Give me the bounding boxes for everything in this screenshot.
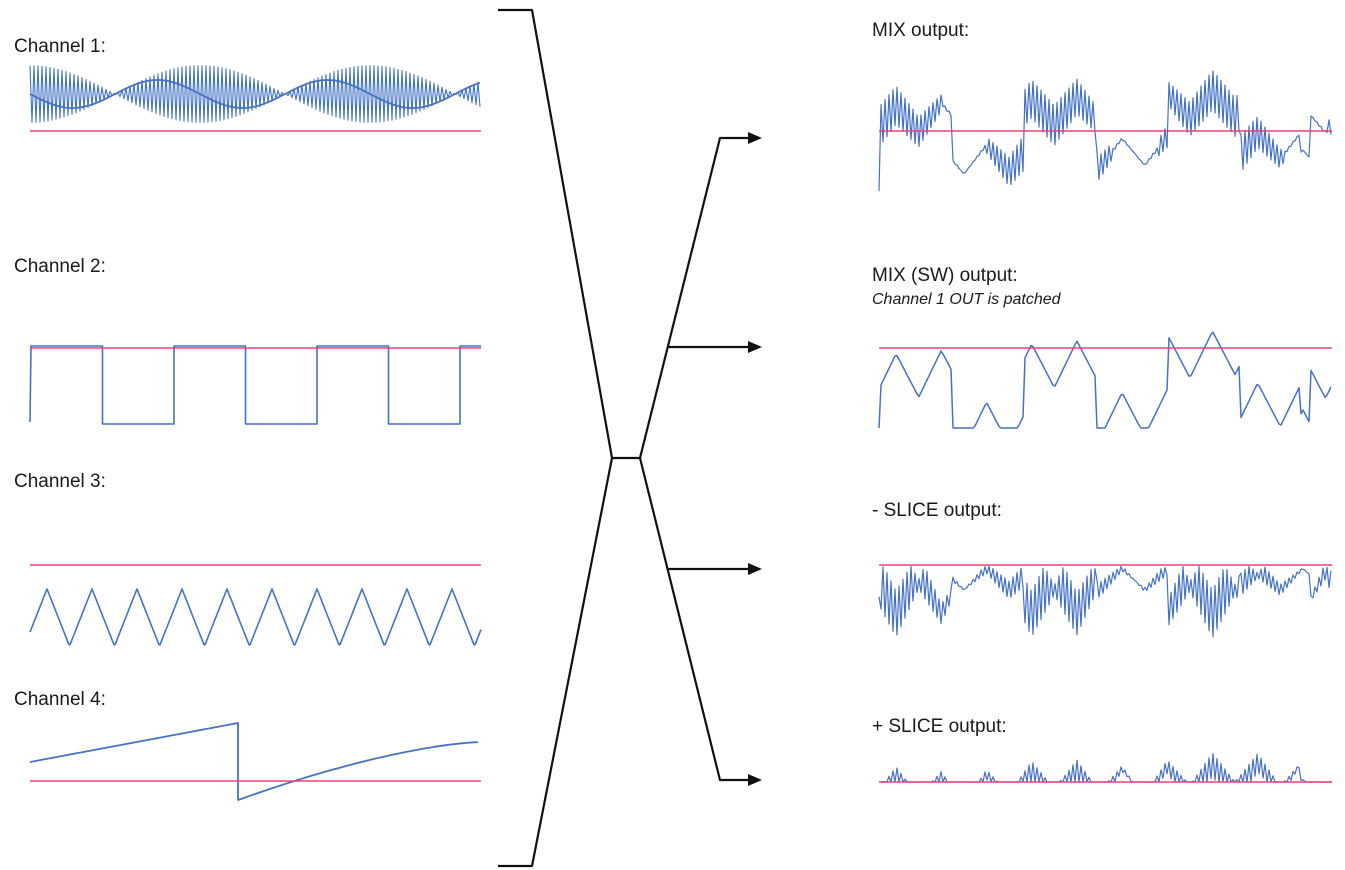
mix-sw-note: Channel 1 OUT is patched xyxy=(872,291,1061,308)
channel-4-waveform xyxy=(29,722,479,801)
mix-output-label: MIX output: xyxy=(872,20,970,41)
mix-arrowhead xyxy=(748,132,762,144)
channel-4-label: Channel 4: xyxy=(14,689,106,710)
plus-slice-output-label: + SLICE output: xyxy=(872,716,1007,737)
plus-slice-output-waveform xyxy=(879,752,1331,783)
mix-connector xyxy=(638,136,748,459)
channel-1-label: Channel 1: xyxy=(14,36,106,57)
input-bracket xyxy=(498,8,614,868)
channel-1-waveform xyxy=(29,65,481,123)
channel-3-label: Channel 3: xyxy=(14,471,106,492)
mix-sw-arrowhead xyxy=(748,341,762,353)
waveform-plots xyxy=(29,65,1332,801)
plus-slice-connector xyxy=(638,457,748,782)
channel-2-label: Channel 2: xyxy=(14,256,106,277)
minus-slice-arrowhead xyxy=(748,563,762,575)
connector-lines xyxy=(498,8,762,868)
mix-sw-output-label: MIX (SW) output: xyxy=(872,265,1018,286)
minus-slice-output-label: - SLICE output: xyxy=(872,500,1002,521)
minus-slice-output-waveform xyxy=(878,565,1332,638)
mix-output-waveform xyxy=(878,70,1332,192)
channel-1-envelope-trace xyxy=(29,79,481,109)
channel-3-waveform xyxy=(29,588,482,646)
mix-sw-output-waveform xyxy=(878,331,1332,429)
channel-2-waveform xyxy=(29,345,481,425)
plus-slice-arrowhead xyxy=(748,774,762,786)
